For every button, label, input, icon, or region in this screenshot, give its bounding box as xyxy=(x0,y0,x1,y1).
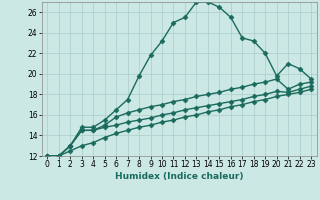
X-axis label: Humidex (Indice chaleur): Humidex (Indice chaleur) xyxy=(115,172,244,181)
